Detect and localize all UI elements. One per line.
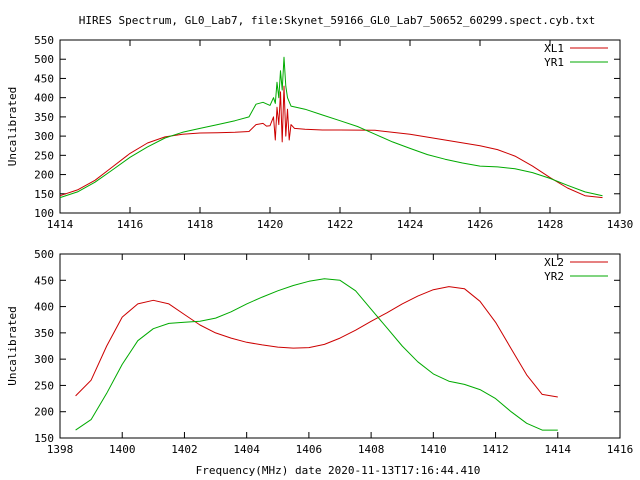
- top-spectrum-panel: 1414 1416 1418 1420 1422 1424 1426 1428 1430 100 1…: [6, 34, 633, 231]
- y-tick-label: 100: [34, 207, 54, 220]
- x-tick-label: 1422: [327, 218, 354, 231]
- y-tick-label: 450: [34, 274, 54, 287]
- y-tick-label: 250: [34, 149, 54, 162]
- legend-label-yr1: YR1: [544, 56, 564, 69]
- legend-label-yr2: YR2: [544, 270, 564, 283]
- x-tick-label: 1412: [482, 443, 509, 456]
- x-tick-label: 1416: [117, 218, 144, 231]
- y-tick-label: 200: [34, 169, 54, 182]
- y-tick-label: 400: [34, 92, 54, 105]
- x-tick-label: 1408: [358, 443, 385, 456]
- x-tick-label: 1406: [296, 443, 323, 456]
- x-tick-label: 1416: [607, 443, 634, 456]
- x-tick-label: 1402: [171, 443, 198, 456]
- y-axis-label: Uncalibrated: [6, 87, 19, 166]
- y-tick-label: 550: [34, 34, 54, 47]
- series-line-xl2: [75, 286, 558, 398]
- legend-label-xl2: XL2: [544, 256, 564, 269]
- x-tick-label: 1426: [467, 218, 494, 231]
- y-tick-label: 450: [34, 72, 54, 85]
- series-line-yr1: [59, 56, 603, 199]
- y-tick-label: 250: [34, 379, 54, 392]
- y-tick-label: 300: [34, 353, 54, 366]
- y-tick-label: 500: [34, 53, 54, 66]
- y-tick-label: 150: [34, 432, 54, 445]
- y-axis-label: Uncalibrated: [6, 306, 19, 385]
- x-tick-label: 1414: [545, 443, 572, 456]
- x-axis-label: Frequency(MHz) date 2020-11-13T17:16:44.…: [196, 464, 481, 477]
- figure-title: HIRES Spectrum, GL0_Lab7, file:Skynet_59…: [79, 14, 596, 27]
- x-tick-label: 1400: [109, 443, 136, 456]
- bottom-spectrum-panel: 1398 1400 1402 1404 1406 1408 1410 1412 1414 1416…: [6, 248, 633, 456]
- y-tick-label: 300: [34, 130, 54, 143]
- x-tick-label: 1418: [187, 218, 214, 231]
- y-tick-label: 350: [34, 111, 54, 124]
- y-tick-label: 500: [34, 248, 54, 261]
- y-tick-label: 400: [34, 301, 54, 314]
- legend-label-xl1: XL1: [544, 42, 564, 55]
- plot-frame: [59, 253, 621, 439]
- x-tick-label: 1430: [607, 218, 634, 231]
- x-tick-label: 1428: [537, 218, 564, 231]
- series-line-xl1: [59, 85, 603, 199]
- x-tick-label: 1410: [420, 443, 447, 456]
- x-tick-label: 1424: [397, 218, 424, 231]
- series-line-yr2: [75, 278, 558, 431]
- x-tick-label: 1398: [47, 443, 74, 456]
- x-tick-label: 1414: [47, 218, 74, 231]
- x-tick-label: 1404: [233, 443, 260, 456]
- y-tick-label: 200: [34, 406, 54, 419]
- y-tick-label: 350: [34, 327, 54, 340]
- y-tick-label: 150: [34, 188, 54, 201]
- x-tick-label: 1420: [257, 218, 284, 231]
